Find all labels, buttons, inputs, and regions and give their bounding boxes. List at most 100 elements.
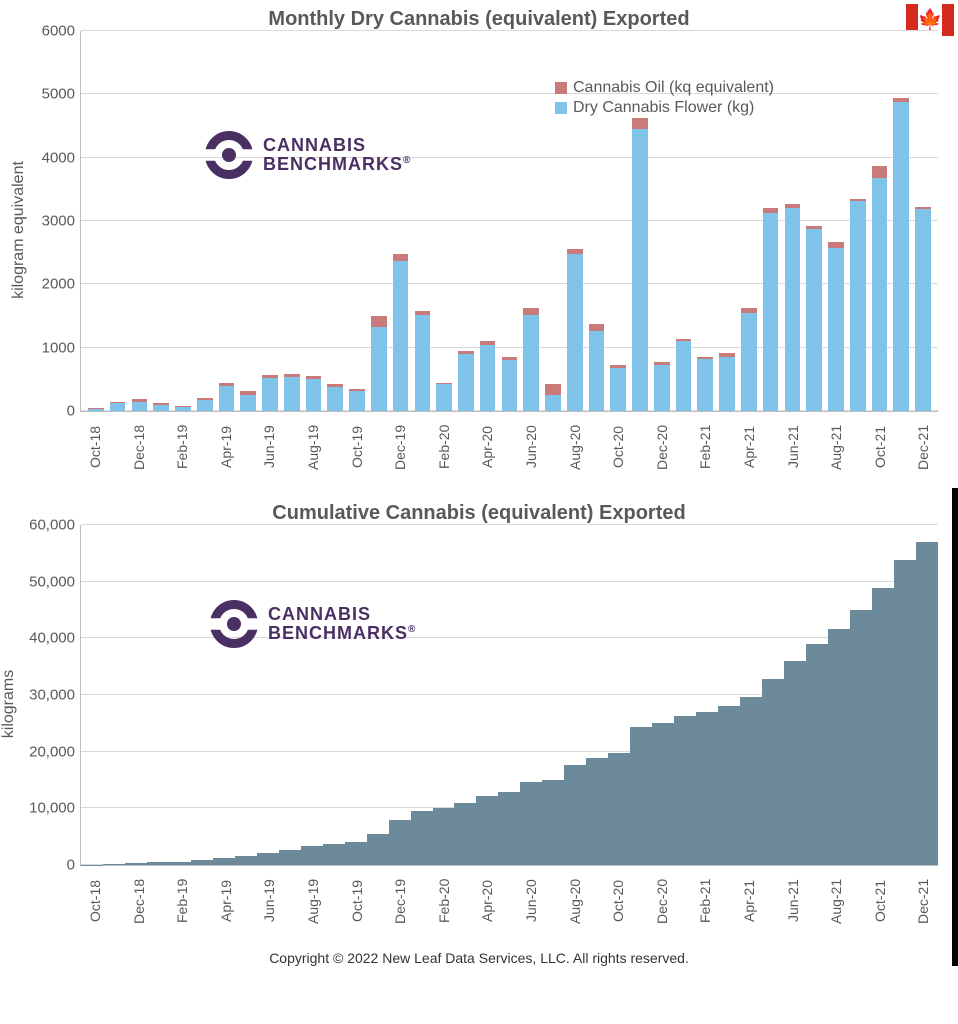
y-tick-label: 5000 <box>42 86 81 103</box>
bar-slot <box>477 31 499 411</box>
bar-cumulative <box>520 782 542 865</box>
bar-slot <box>345 525 367 865</box>
bar-cumulative <box>894 560 916 865</box>
bar-flower <box>393 261 409 411</box>
y-tick-label: 3000 <box>42 213 81 230</box>
legend-label: Dry Cannabis Flower (kg) <box>573 99 754 117</box>
bar-slot <box>652 525 674 865</box>
bar-slot <box>323 525 345 865</box>
bar-slot <box>890 31 912 411</box>
bar-flower <box>589 331 605 411</box>
bar-slot <box>301 525 323 865</box>
y-tick-label: 40,000 <box>29 630 81 647</box>
bar-cumulative <box>608 753 630 865</box>
bar-slot <box>674 525 696 865</box>
chart1-legend: Cannabis Oil (kq equivalent) Dry Cannabis… <box>555 79 774 119</box>
x-tick-label <box>280 866 302 942</box>
bar-cumulative <box>674 716 696 865</box>
bar-slot <box>564 525 586 865</box>
y-tick-label: 0 <box>67 403 81 420</box>
bar-flower <box>893 102 909 411</box>
x-tick-label <box>324 412 346 488</box>
x-tick-label <box>149 412 171 488</box>
x-tick-label <box>585 866 607 942</box>
bar-slot <box>390 31 412 411</box>
chart2-plot: 010,00020,00030,00040,00050,00060,000 <box>80 525 938 866</box>
bar-oil <box>523 308 539 315</box>
bar-cumulative <box>586 758 608 865</box>
figure-container: 🍁 Monthly Dry Cannabis (equivalent) Expo… <box>0 0 958 972</box>
bar-cumulative <box>125 863 147 865</box>
x-tick-label <box>673 412 695 488</box>
bar-flower <box>654 365 670 411</box>
bar-slot <box>916 525 938 865</box>
legend-swatch <box>555 102 567 114</box>
bar-flower <box>197 400 213 411</box>
logo-chart2: CANNABIS BENCHMARKS® <box>210 600 416 648</box>
bar-flower <box>175 407 191 411</box>
chart1-plot: 0100020003000400050006000 <box>80 31 938 412</box>
bar-flower <box>132 402 148 412</box>
x-tick-label: Apr-20 <box>476 866 498 942</box>
bar-oil <box>632 118 648 129</box>
bar-cumulative <box>345 842 367 865</box>
x-tick-label: Feb-19 <box>171 866 193 942</box>
bar-slot <box>213 525 235 865</box>
bar-cumulative <box>498 792 520 865</box>
chart2-x-labels: Oct-18Dec-18Feb-19Apr-19Jun-19Aug-19Oct-… <box>80 866 938 942</box>
x-tick-label: Oct-19 <box>346 866 368 942</box>
bar-slot <box>303 31 325 411</box>
bar-flower <box>567 254 583 411</box>
x-tick-label: Dec-19 <box>389 412 411 488</box>
bar-slot <box>586 525 608 865</box>
bar-flower <box>850 201 866 411</box>
y-tick-label: 30,000 <box>29 687 81 704</box>
bar-slot <box>367 525 389 865</box>
bar-cumulative <box>279 850 301 865</box>
bar-slot <box>455 31 477 411</box>
bar-cumulative <box>740 697 762 865</box>
bar-slot <box>542 525 564 865</box>
bar-flower <box>828 248 844 411</box>
legend-item: Cannabis Oil (kq equivalent) <box>555 79 774 97</box>
x-tick-label: Dec-21 <box>912 412 934 488</box>
bar-cumulative <box>652 723 674 865</box>
bar-cumulative <box>103 864 125 865</box>
bar-flower <box>697 359 713 411</box>
bar-flower <box>719 357 735 411</box>
x-tick-label: Oct-18 <box>84 412 106 488</box>
bar-cumulative <box>213 858 235 865</box>
bar-flower <box>153 405 169 411</box>
x-tick-label: Dec-18 <box>128 412 150 488</box>
bar-slot <box>216 31 238 411</box>
bar-slot <box>696 525 718 865</box>
bar-flower <box>763 213 779 411</box>
x-tick-label: Aug-19 <box>302 866 324 942</box>
bar-slot <box>782 31 804 411</box>
bar-flower <box>676 341 692 411</box>
x-tick-label <box>542 866 564 942</box>
x-tick-label <box>629 412 651 488</box>
legend-swatch <box>555 82 567 94</box>
bar-cumulative <box>630 727 652 865</box>
y-tick-label: 20,000 <box>29 743 81 760</box>
x-tick-label <box>149 866 171 942</box>
chart1-x-labels: Oct-18Dec-18Feb-19Apr-19Jun-19Aug-19Oct-… <box>80 412 938 488</box>
x-tick-label <box>629 866 651 942</box>
bar-flower <box>545 395 561 411</box>
x-tick-label <box>803 412 825 488</box>
x-tick-label <box>890 866 912 942</box>
x-tick-label: Feb-20 <box>433 866 455 942</box>
bar-flower <box>458 354 474 411</box>
logo-chart1: CANNABIS BENCHMARKS® <box>205 131 411 179</box>
bar-slot <box>784 525 806 865</box>
bar-slot <box>169 525 191 865</box>
x-tick-label <box>237 412 259 488</box>
bar-slot <box>389 525 411 865</box>
bar-cumulative <box>872 588 894 865</box>
bar-slot <box>194 31 216 411</box>
bar-flower <box>284 377 300 411</box>
bar-cumulative <box>476 796 498 865</box>
x-tick-label <box>280 412 302 488</box>
bar-slot <box>912 31 934 411</box>
